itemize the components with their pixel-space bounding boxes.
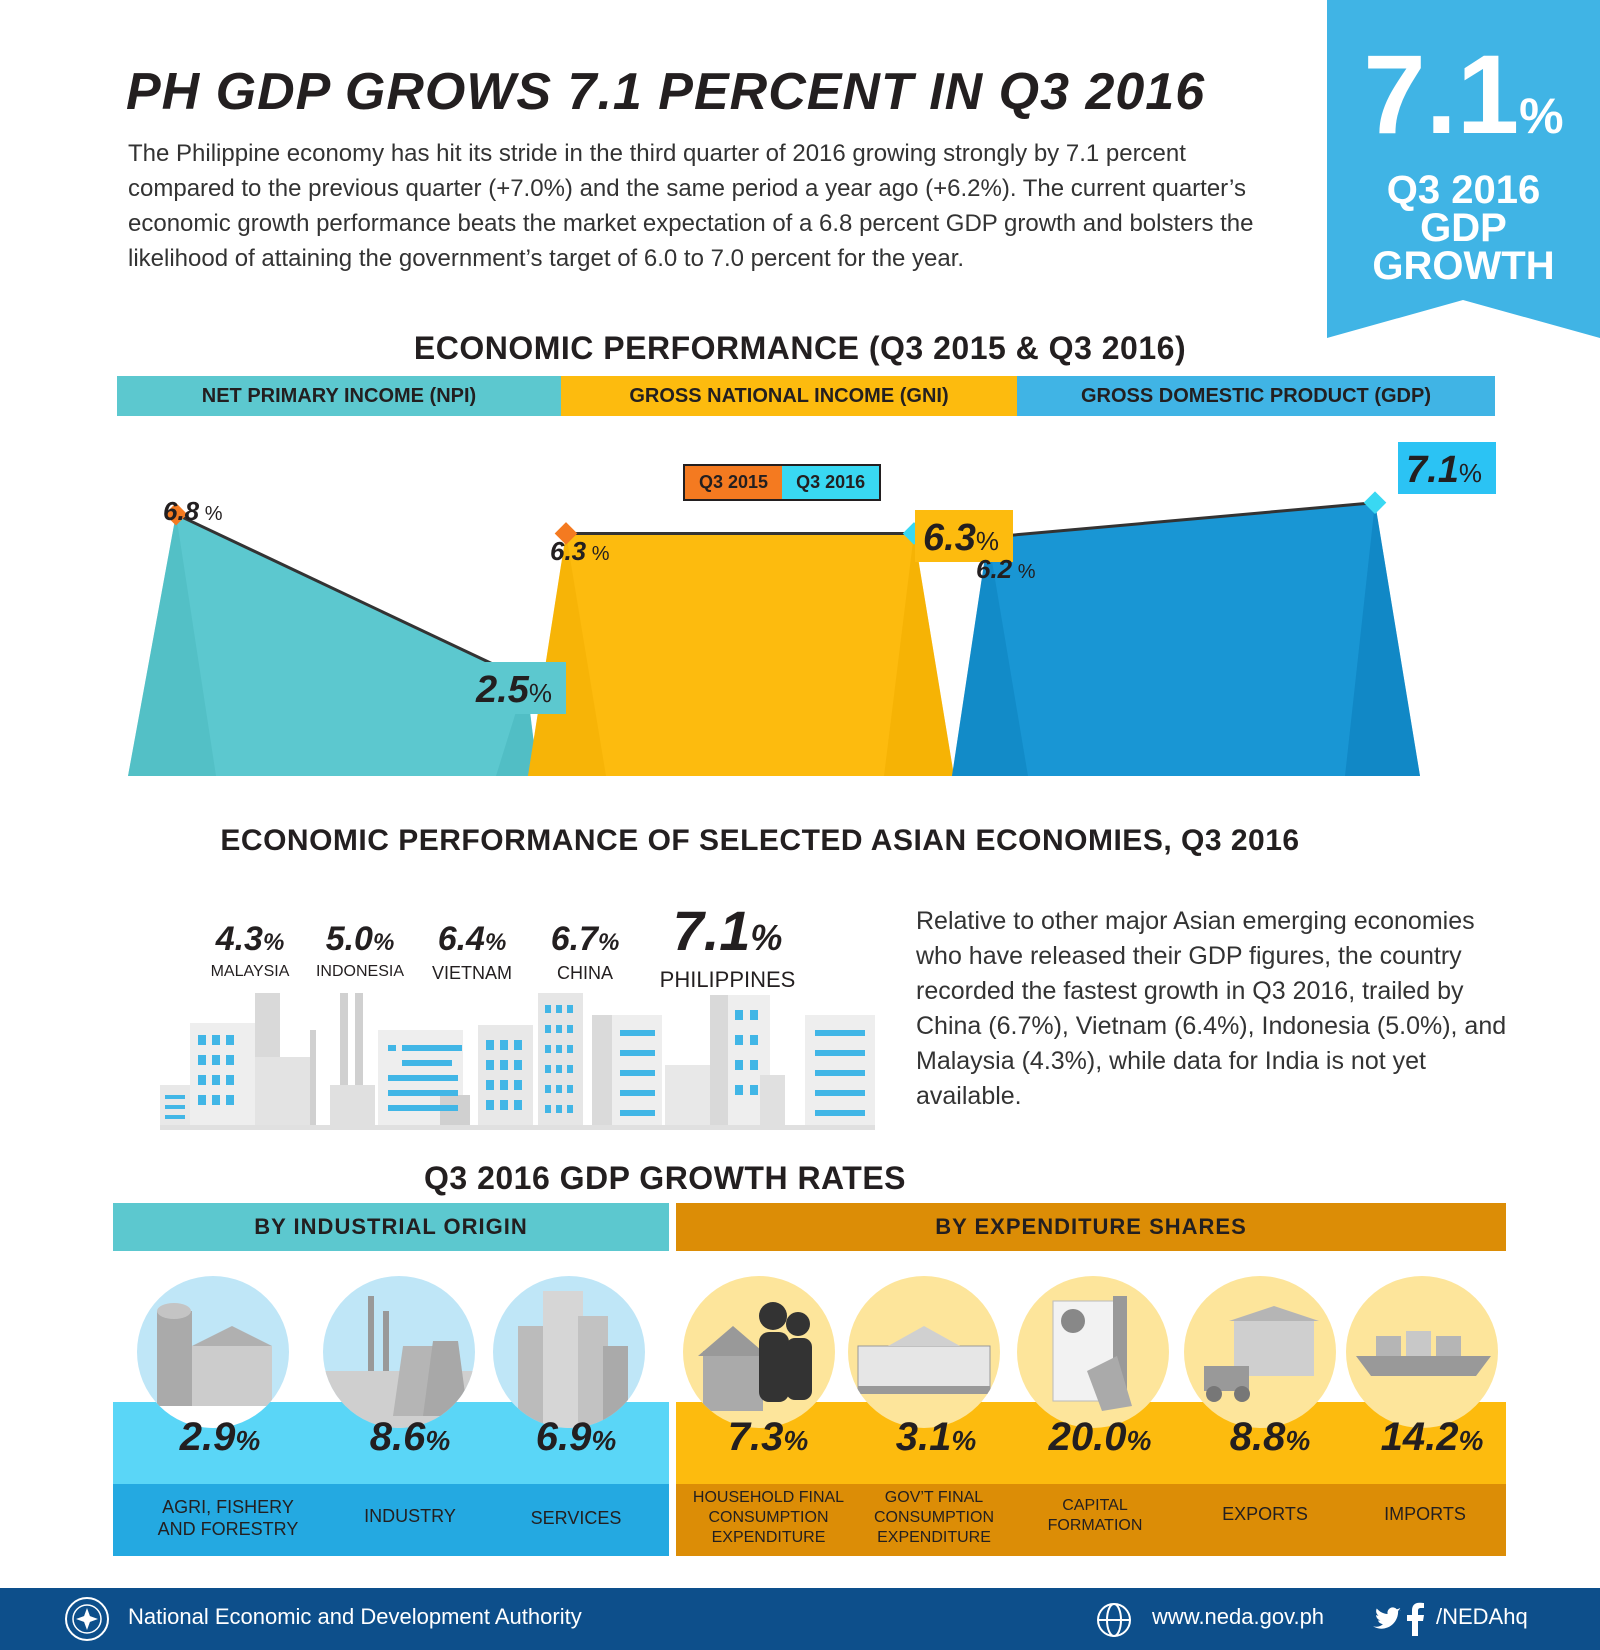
expenditure-labels-panel — [676, 1484, 1506, 1556]
headline-ribbon-text: 7.1% Q3 2016 GDP GROWTH — [1327, 32, 1600, 288]
rate-services: 6.9% — [535, 1415, 617, 1459]
headline-quarter: Q3 2016 — [1386, 168, 1541, 212]
facebook-icon[interactable] — [1406, 1602, 1424, 1636]
globe-icon — [1097, 1603, 1131, 1637]
farm-icon — [137, 1276, 289, 1428]
label-imports: IMPORTS — [1384, 1504, 1466, 1524]
area-0 — [128, 514, 538, 776]
city-skyline-illustration — [160, 993, 875, 1130]
label-q3-2016-npi: 2.5% — [475, 669, 552, 711]
rate-imports: 14.2% — [1380, 1415, 1484, 1459]
rate-capital: 20.0% — [1048, 1415, 1152, 1459]
twitter-icon[interactable] — [1372, 1606, 1402, 1632]
office-buildings-icon — [493, 1276, 645, 1428]
org-name: National Economic and Development Author… — [128, 1604, 582, 1629]
social-handle[interactable]: /NEDAhq — [1436, 1604, 1528, 1629]
label-q3-2015-npi: 6.8 % — [163, 496, 223, 526]
legend-q3-2016: Q3 2016 — [782, 466, 880, 499]
factory-icon — [323, 1276, 475, 1428]
label-q3-2016-gdp-box — [1398, 442, 1496, 494]
area-2 — [952, 502, 1420, 776]
country-vietnam: 6.4% VIETNAM — [431, 920, 512, 983]
label-govt: GOV’T FINAL CONSUMPTION EXPENDITURE — [874, 1489, 994, 1546]
website-link[interactable]: www.neda.gov.ph — [1152, 1604, 1325, 1629]
capital-icon — [1017, 1276, 1169, 1428]
rate-household: 7.3% — [727, 1415, 809, 1459]
label-exports: EXPORTS — [1222, 1504, 1308, 1524]
rates-title: Q3 2016 GDP GROWTH RATES — [423, 1160, 907, 1196]
band-npi: NET PRIMARY INCOME (NPI) — [117, 376, 561, 416]
family-icon — [683, 1276, 835, 1428]
asian-title: ECONOMIC PERFORMANCE OF SELECTED ASIAN E… — [220, 824, 1300, 857]
label-q3-2016-gni-box — [915, 510, 1013, 562]
performance-chart: 6.8 %2.5%6.3 % 6.3%6.2 %7.1% — [122, 442, 1496, 780]
series-line-0 — [175, 512, 527, 682]
performance-title: ECONOMIC PERFORMANCE (Q3 2015 & Q3 2016) — [413, 330, 1187, 366]
rate-govt: 3.1% — [895, 1415, 977, 1459]
government-building-icon — [848, 1276, 1000, 1428]
forklift-icon — [1184, 1276, 1336, 1428]
page-title: PH GDP GROWS 7.1 PERCENT IN Q3 2016 — [126, 63, 1206, 121]
legend-q3-2015: Q3 2015 — [685, 466, 783, 499]
label-household: HOUSEHOLD FINAL CONSUMPTION EXPENDITURE — [692, 1489, 845, 1546]
area-shade-left-1 — [528, 533, 606, 776]
headline-gdp: GDP — [1420, 206, 1507, 250]
country-china: 6.7% CHINA — [550, 920, 620, 983]
headline-growth: GROWTH — [1372, 244, 1555, 288]
series-line-2 — [987, 501, 1376, 539]
cargo-ship-icon — [1346, 1276, 1498, 1428]
area-shade-left-0 — [128, 514, 216, 776]
rate-industry: 8.6% — [369, 1415, 451, 1459]
area-shade-right-2 — [1345, 502, 1420, 776]
label-q3-2015-gni: 6.3 % — [550, 536, 610, 566]
label-capital: CAPITAL FORMATION — [1047, 1497, 1143, 1534]
industrial-labels-panel — [113, 1484, 669, 1556]
label-industry: INDUSTRY — [364, 1506, 456, 1526]
label-q3-2015-gdp: 6.2 % — [976, 554, 1036, 584]
chart-legend: Q3 2015 Q3 2016 — [683, 464, 882, 501]
country-malaysia: 4.3% MALAYSIA — [210, 920, 290, 980]
country-philippines: 7.1% PHILIPPINES — [659, 899, 796, 992]
band-gdp: GROSS DOMESTIC PRODUCT (GDP) — [1017, 376, 1495, 416]
country-indonesia: 5.0% INDONESIA — [315, 920, 404, 980]
label-q3-2016-npi-box — [468, 662, 566, 714]
neda-seal-icon — [65, 1597, 109, 1641]
label-agri: AGRI, FISHERY AND FORESTRY — [157, 1497, 299, 1539]
intro-paragraph: The Philippine economy has hit its strid… — [128, 140, 1254, 272]
band-gni: GROSS NATIONAL INCOME (GNI) — [561, 376, 1017, 416]
area-1 — [528, 533, 954, 776]
headline-growth-value: 7.1% — [1363, 32, 1564, 157]
headline-ribbon — [1327, 0, 1600, 338]
asian-paragraph: Relative to other major Asian emerging e… — [916, 907, 1507, 1110]
footer: National Economic and Development Author… — [0, 1588, 1600, 1650]
rate-agri: 2.9% — [179, 1415, 261, 1459]
baseline — [122, 776, 1422, 780]
rate-exports: 8.8% — [1229, 1415, 1311, 1459]
area-shade-right-1 — [884, 533, 954, 776]
label-services: SERVICES — [530, 1508, 622, 1528]
area-shade-left-2 — [952, 537, 1028, 776]
band-industrial-origin: BY INDUSTRIAL ORIGIN — [113, 1203, 669, 1251]
band-expenditure-shares: BY EXPENDITURE SHARES — [676, 1203, 1506, 1251]
